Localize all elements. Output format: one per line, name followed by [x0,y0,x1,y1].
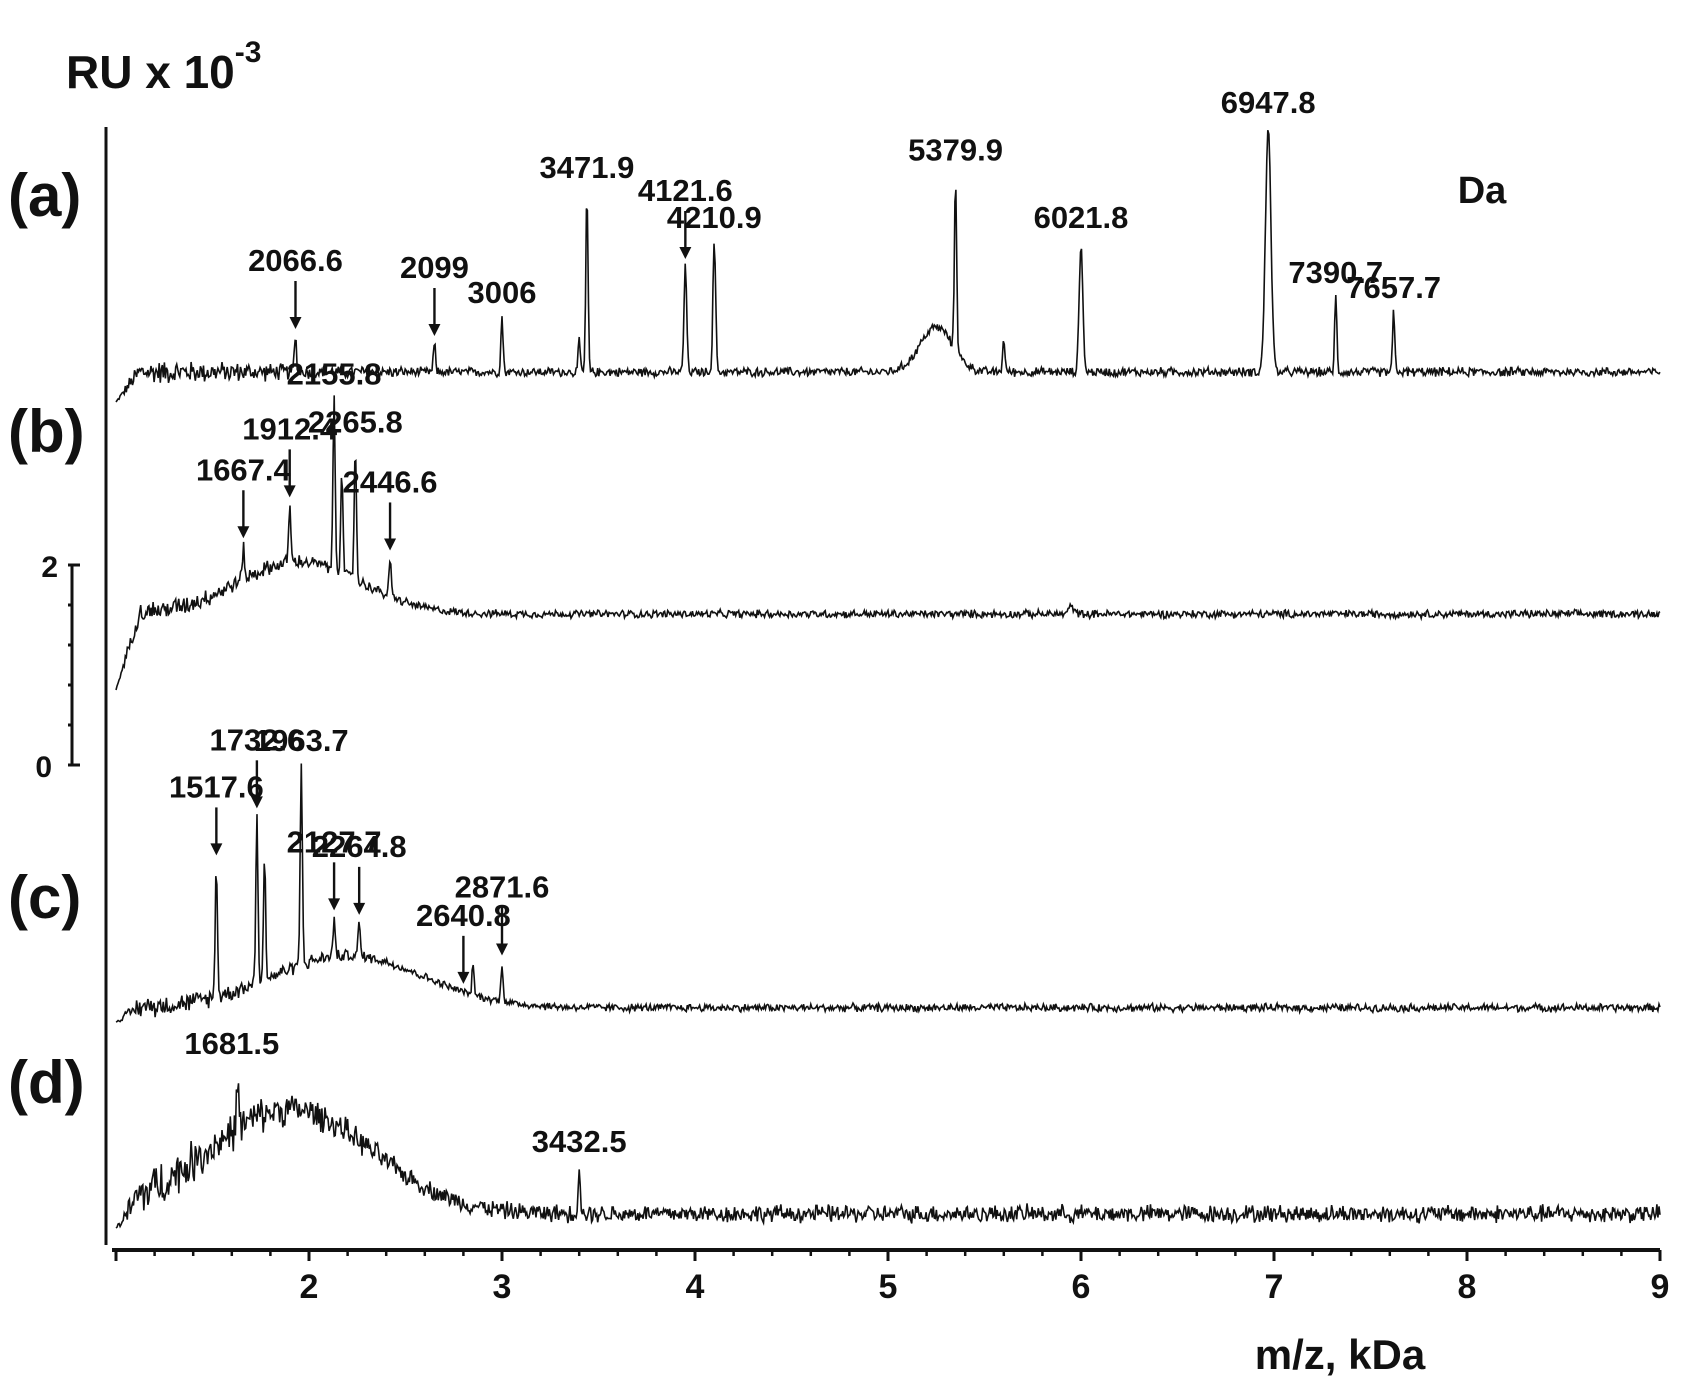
panel-label: (a) [8,162,81,229]
annotation-arrowhead [328,898,341,911]
annotation-arrowhead [353,902,366,915]
intensity-scale-bar: 02 [35,551,80,784]
annotation-arrowhead [283,485,296,498]
peak-label: 2640.8 [416,898,511,933]
x-tick-label: 2 [300,1268,319,1306]
peak-label: 1963.7 [254,723,349,758]
x-tick-label: 6 [1072,1268,1091,1306]
peak-label: 6021.8 [1034,200,1129,235]
x-axis: 2 3 4 5 6 7 8 9 [112,1248,1670,1306]
spectrum-panel: (b) 1667.4 1912.4 2155.8 2265.8 2446.6 [8,356,1661,691]
y-unit-label-base: RU x 10 [66,46,235,98]
unit-note: Da [1458,170,1507,212]
panel-label: (d) [8,1049,85,1116]
spectrum-line [115,395,1661,691]
peak-label: 6947.8 [1221,85,1316,120]
peak-label: 7657.7 [1346,270,1441,305]
spectrum-panel: (d) 3432.5 [8,1049,1661,1229]
annotation-arrowhead [496,943,508,956]
x-tick-label: 8 [1458,1268,1477,1306]
x-tick-label: 4 [686,1268,705,1306]
panel-label: (c) [8,864,81,931]
x-axis-label: m/z, kDa [1255,1331,1426,1378]
x-tick-label: 3 [493,1268,512,1306]
peak-label: 4210.9 [667,200,762,235]
peak-label: 7390.7 [1288,255,1383,290]
x-tick-label: 5 [879,1268,898,1306]
annotation-arrowhead [250,796,263,809]
peak-label: 2155.8 [287,356,382,391]
peak-label: 3432.5 [532,1124,627,1159]
x-tick-label: 9 [1651,1268,1670,1306]
peak-label: 1732.6 [209,722,304,757]
peak-label: 2127.7 [287,824,382,859]
peak-label: 2265.8 [308,405,403,440]
peak-label: 5379.9 [908,133,1003,168]
peak-label: 3006 [468,275,537,310]
peak-label: 1517.6 [169,769,264,804]
peak-label: 1681.5 [184,1026,279,1061]
spectrum-line [115,1083,1661,1229]
peak-label: 2264.8 [312,829,407,864]
y-unit-label: RU x 10-3 [66,36,261,98]
peak-label: 4121.6 [638,173,733,208]
peak-label: 3471.9 [540,150,635,185]
annotation-arrowhead [679,247,692,259]
peak-label: 2446.6 [343,464,438,499]
annotation-arrowhead [457,971,470,984]
x-tick-label: 7 [1265,1268,1284,1306]
annotation-arrowhead [428,324,441,336]
annotation-arrowhead [289,317,302,329]
annotation-arrowhead [237,526,250,539]
scale-tick-label: 0 [35,751,52,784]
annotation-arrowhead [210,843,223,856]
spectrum-line [115,129,1661,403]
panel-label: (b) [8,398,85,465]
peak-label: 1667.4 [196,452,292,487]
peak-label: 1912.4 [242,411,338,446]
scale-tick-label: 2 [41,551,58,584]
y-unit-label-exponent: -3 [235,36,262,69]
peak-label: 2099 [400,250,469,285]
peak-label: 2066.6 [248,243,343,278]
peak-label: 2871.6 [455,869,550,904]
spectrum-line [115,763,1661,1023]
annotation-arrowhead [384,538,397,551]
